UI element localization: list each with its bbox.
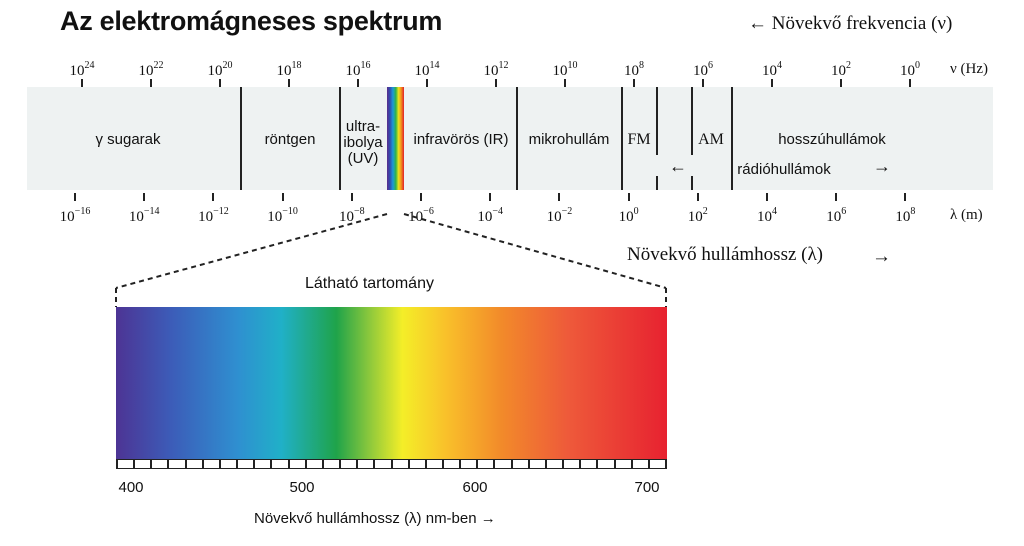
- frequency-axis-label: 1022: [138, 60, 164, 79]
- frequency-axis-label: 104: [762, 60, 782, 79]
- wavelength-axis-tick: [835, 193, 838, 201]
- separator-xray-uv: [339, 87, 341, 190]
- separator-am-left: [691, 87, 693, 155]
- frequency-axis-label: 106: [693, 60, 713, 79]
- region-longwave-label: hosszúhullámok: [778, 131, 886, 148]
- frequency-axis-tick: [426, 79, 428, 87]
- wavelength-axis-tick: [281, 193, 284, 201]
- separator-fm-am-bottom: [656, 176, 658, 190]
- wavelength-axis-label: 10−8: [338, 206, 365, 225]
- visible-spectrum-gradient: [116, 307, 667, 459]
- wavelength-axis-tick: [904, 193, 907, 201]
- frequency-axis-tick: [81, 79, 83, 87]
- wavelength-axis-label: 10−10: [267, 206, 298, 225]
- region-ir-label: infravörös (IR): [413, 131, 509, 148]
- wavelength-axis-tick: [420, 193, 422, 201]
- wavelength-axis-tick: [350, 193, 353, 201]
- frequency-axis-tick: [357, 79, 359, 87]
- frequency-axis-tick: [564, 79, 566, 87]
- wavelength-axis-label: 108: [895, 206, 916, 225]
- frequency-axis-label: 1012: [483, 60, 509, 79]
- wavelength-axis-label: 100: [618, 206, 639, 225]
- wavelength-axis-tick: [489, 193, 492, 201]
- region-gamma-label: γ sugarak: [95, 131, 161, 148]
- frequency-axis-tick: [219, 79, 221, 87]
- region-uv-label-line2: ibolya: [343, 134, 383, 151]
- frequency-axis-tick: [909, 79, 911, 87]
- scale-label-500: 500: [289, 479, 315, 496]
- wavelength-axis-label: 10−12: [198, 206, 229, 225]
- scale-label-700: 700: [634, 479, 660, 496]
- region-xray-label: röntgen: [264, 131, 316, 148]
- frequency-axis-tick: [150, 79, 152, 87]
- frequency-axis-tick: [840, 79, 842, 87]
- visible-direction-label: Növekvő hullámhossz (λ) nm-ben →: [254, 510, 496, 527]
- wavelength-axis-tick: [558, 193, 561, 201]
- spectrum-band: [27, 87, 993, 190]
- wavelength-direction-label: Növekvő hullámhossz (λ): [627, 244, 824, 265]
- separator-gamma-xray: [240, 87, 242, 190]
- wavelength-direction-arrow: →: [872, 246, 891, 267]
- frequency-axis-label: 100: [900, 60, 920, 79]
- frequency-axis-label: 1018: [276, 60, 302, 79]
- wavelength-axis-label: 10−14: [128, 206, 160, 225]
- connector-right-dashed: [403, 213, 667, 289]
- frequency-axis-label: 1016: [345, 60, 371, 79]
- wavelength-axis-tick: [143, 193, 146, 201]
- frequency-axis-tick: [633, 79, 635, 87]
- visible-rainbow-strip: [387, 87, 404, 190]
- region-radio-label: rádióhullámok: [737, 161, 831, 178]
- wavelength-axis-tick: [212, 193, 215, 201]
- scale-label-400: 400: [118, 479, 144, 496]
- frequency-axis-tick: [702, 79, 704, 87]
- frequency-axis-label: 1020: [207, 60, 233, 79]
- frequency-direction-label: ← Növekvő frekvencia (ν): [748, 13, 953, 34]
- separator-ir-microwave: [516, 87, 518, 190]
- wavelength-axis-label: 10−4: [477, 206, 504, 225]
- frequency-axis-tick: [288, 79, 290, 87]
- frequency-axis-label: 1024: [69, 60, 95, 79]
- frequency-unit: ν (Hz): [950, 61, 989, 77]
- visible-range-title: Látható tartomány: [305, 275, 434, 292]
- separator-am-right: [731, 87, 733, 190]
- region-am-label: AM: [698, 131, 724, 148]
- wavelength-axis-tick: [766, 193, 768, 201]
- region-fm-label: FM: [627, 131, 651, 148]
- scale-label-600: 600: [462, 479, 488, 496]
- frequency-axis-label: 102: [831, 60, 851, 79]
- radio-left-arrow: ←: [669, 156, 687, 176]
- region-uv-label-line1: ultra-: [345, 118, 381, 135]
- region-microwave-label: mikrohullám: [528, 131, 610, 148]
- wavelength-axis-tick: [696, 193, 699, 201]
- wavelength-axis-label: 106: [826, 206, 847, 225]
- wavelength-axis-label: 104: [757, 206, 777, 225]
- frequency-axis-label: 1014: [414, 60, 440, 79]
- wavelength-axis-label: 102: [687, 206, 708, 225]
- frequency-axis-label: 1010: [552, 60, 578, 79]
- separator-am-left-bottom: [691, 176, 693, 190]
- frequency-axis-tick: [495, 79, 497, 87]
- wavelength-axis-tick: [74, 193, 76, 201]
- region-uv-label-line3: (UV): [347, 150, 379, 167]
- connector-left-dashed: [115, 213, 388, 289]
- page-title: Az elektromágneses spektrum: [60, 6, 443, 36]
- frequency-axis-tick: [771, 79, 773, 87]
- frequency-axis-label: 108: [624, 60, 644, 79]
- wavelength-axis-tick: [627, 193, 630, 201]
- visible-scale-ruler: [116, 459, 667, 469]
- radio-right-arrow: →: [873, 156, 891, 176]
- wavelength-unit: λ (m): [950, 207, 983, 223]
- wavelength-axis-label: 10−16: [59, 206, 91, 225]
- separator-fm-am: [656, 87, 658, 155]
- separator-microwave-fm: [621, 87, 623, 190]
- wavelength-axis-label: 10−2: [546, 206, 573, 225]
